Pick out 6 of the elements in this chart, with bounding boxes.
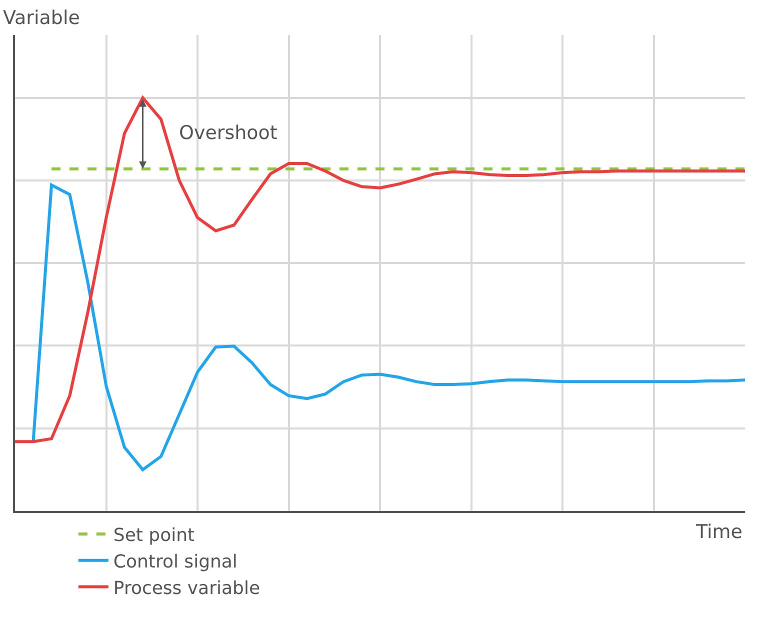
legend-label: Control signal — [113, 551, 238, 572]
y-axis-title: Variable — [3, 7, 80, 29]
x-axis-title: Time — [695, 521, 742, 543]
legend-label: Process variable — [113, 578, 260, 599]
legend-label: Set point — [113, 524, 195, 546]
annotation: Overshoot — [179, 122, 278, 144]
